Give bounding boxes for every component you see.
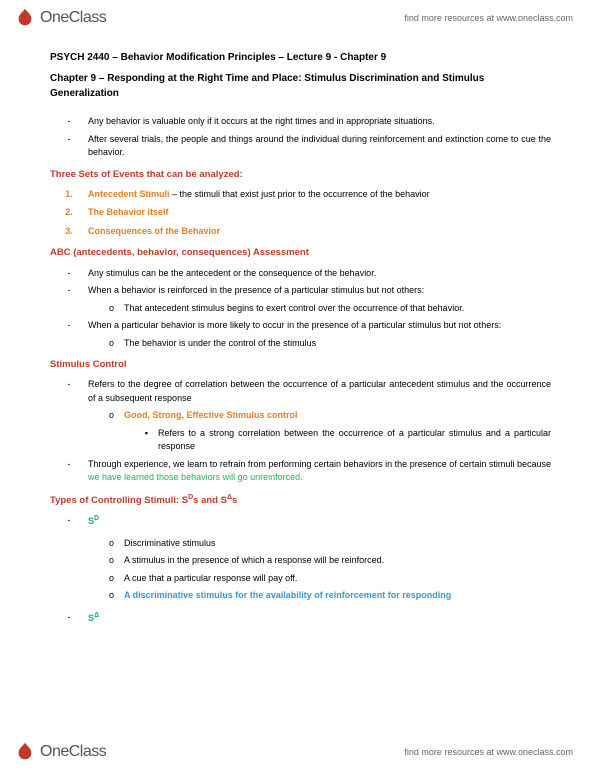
brand-name: OneClass (40, 743, 106, 761)
ordered-item: 1. Antecedent Stimuli – the stimuli that… (50, 188, 551, 202)
section-heading: Three Sets of Events that can be analyze… (50, 168, 551, 182)
leaf-icon (14, 7, 36, 29)
doc-subtitle: Chapter 9 – Responding at the Right Time… (50, 71, 551, 101)
bullet-item: - Refers to the degree of correlation be… (50, 378, 551, 405)
header-tagline: find more resources at www.oneclass.com (404, 13, 573, 23)
sub-bullet: o A stimulus in the presence of which a … (50, 554, 551, 568)
document-body: PSYCH 2440 – Behavior Modification Princ… (50, 50, 551, 629)
section-heading: Types of Controlling Stimuli: SDs and SΔ… (50, 493, 551, 508)
sub-bullet: o A discriminative stimulus for the avai… (50, 589, 551, 603)
bullet-item: - When a particular behavior is more lik… (50, 319, 551, 333)
sub-bullet: o That antecedent stimulus begins to exe… (50, 302, 551, 316)
sub-sub-bullet: ▪ Refers to a strong correlation between… (50, 427, 551, 454)
leaf-icon (14, 741, 36, 763)
sub-bullet: o Good, Strong, Effective Stimulus contr… (50, 409, 551, 423)
sub-bullet: o Discriminative stimulus (50, 537, 551, 551)
brand-name: OneClass (40, 9, 106, 27)
footer-tagline: find more resources at www.oneclass.com (404, 747, 573, 757)
bullet-item: - After several trials, the people and t… (50, 133, 551, 160)
page-header: OneClass find more resources at www.onec… (0, 0, 595, 36)
sub-bullet: o A cue that a particular response will … (50, 572, 551, 586)
ordered-item: 2. The Behavior itself (50, 206, 551, 220)
bullet-item: - SΔ (50, 611, 551, 626)
ordered-item: 3. Consequences of the Behavior (50, 225, 551, 239)
brand-logo: OneClass (14, 7, 106, 29)
section-heading: Stimulus Control (50, 358, 551, 372)
bullet-item: - Through experience, we learn to refrai… (50, 458, 551, 485)
bullet-item: - When a behavior is reinforced in the p… (50, 284, 551, 298)
bullet-item: - Any stimulus can be the antecedent or … (50, 267, 551, 281)
page-footer: OneClass find more resources at www.onec… (0, 734, 595, 770)
brand-logo: OneClass (14, 741, 106, 763)
sub-bullet: o The behavior is under the control of t… (50, 337, 551, 351)
doc-title: PSYCH 2440 – Behavior Modification Princ… (50, 50, 551, 65)
bullet-item: - Any behavior is valuable only if it oc… (50, 115, 551, 129)
bullet-item: - SD (50, 514, 551, 529)
section-heading: ABC (antecedents, behavior, consequences… (50, 246, 551, 260)
